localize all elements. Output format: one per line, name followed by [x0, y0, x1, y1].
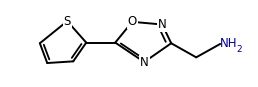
Text: S: S: [63, 15, 71, 28]
Text: NH: NH: [220, 37, 238, 50]
Text: O: O: [128, 15, 137, 28]
Text: N: N: [158, 18, 167, 31]
Text: N: N: [140, 56, 149, 69]
Text: 2: 2: [237, 45, 242, 54]
